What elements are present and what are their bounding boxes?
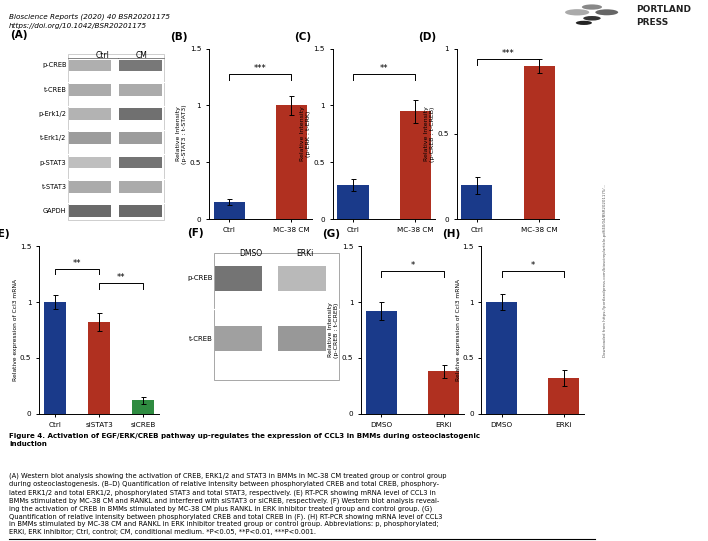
Bar	[523, 66, 554, 219]
Text: *: *	[530, 261, 535, 270]
Text: ERKi: ERKi	[296, 249, 314, 258]
Bar	[69, 108, 111, 120]
Bar	[69, 133, 111, 144]
Text: (F): (F)	[187, 228, 204, 238]
Text: Figure 4. Activation of EGF/ERK/CREB pathway up-regulates the expression of CCL3: Figure 4. Activation of EGF/ERK/CREB pat…	[9, 433, 480, 446]
Circle shape	[576, 21, 592, 25]
Text: Downloaded from https://portlandpress.com/bioscirep/article-pdf/40/04/BSR2020117: Downloaded from https://portlandpress.co…	[603, 184, 607, 357]
Text: ***: ***	[501, 49, 515, 58]
Bar	[548, 378, 579, 414]
Text: (B): (B)	[170, 31, 188, 42]
Text: p-CREB: p-CREB	[42, 63, 67, 69]
Bar	[69, 157, 111, 168]
Text: t-CREB: t-CREB	[43, 87, 67, 93]
Bar	[119, 108, 161, 120]
Bar	[119, 205, 161, 217]
Text: (C): (C)	[294, 31, 311, 42]
Circle shape	[565, 9, 589, 16]
Bar	[68, 54, 164, 220]
Bar	[119, 84, 161, 96]
Bar	[215, 326, 263, 352]
Y-axis label: Relative Intensity
(p-STAT3 : t-STAT3): Relative Intensity (p-STAT3 : t-STAT3)	[176, 104, 187, 164]
Y-axis label: Relative expression of Ccl3 mRNA: Relative expression of Ccl3 mRNA	[456, 279, 461, 381]
Bar	[69, 205, 111, 217]
Text: PORTLAND: PORTLAND	[636, 5, 691, 15]
Bar	[399, 111, 430, 219]
Text: DMSO: DMSO	[239, 249, 263, 258]
Text: p-Erk1/2: p-Erk1/2	[38, 111, 67, 117]
Circle shape	[582, 4, 602, 10]
Text: t-CREB: t-CREB	[188, 336, 212, 342]
Text: GAPDH: GAPDH	[43, 208, 67, 214]
Bar	[428, 371, 459, 414]
Text: (D): (D)	[418, 31, 436, 42]
Text: (H): (H)	[442, 229, 461, 239]
Text: (A): (A)	[10, 30, 28, 40]
Bar	[338, 185, 369, 219]
Bar	[214, 253, 339, 380]
Text: t-STAT3: t-STAT3	[41, 184, 67, 190]
Y-axis label: Relative expression of Ccl3 mRNA: Relative expression of Ccl3 mRNA	[13, 279, 18, 381]
Text: CM: CM	[136, 51, 148, 61]
Circle shape	[595, 9, 618, 15]
Text: https://doi.org/10.1042/BSR20201175: https://doi.org/10.1042/BSR20201175	[9, 23, 147, 29]
Bar	[119, 181, 161, 193]
Bar	[215, 266, 263, 291]
Bar	[214, 202, 245, 219]
Text: Ctrl: Ctrl	[96, 51, 109, 61]
Bar	[69, 60, 111, 71]
Text: PRESS: PRESS	[636, 18, 668, 28]
Bar	[119, 157, 161, 168]
Bar	[119, 60, 161, 71]
Y-axis label: Relative Intensity
(p-CREB : t-CREB): Relative Intensity (p-CREB : t-CREB)	[423, 106, 435, 162]
Bar	[486, 302, 518, 414]
Bar	[462, 185, 493, 219]
Text: Bioscience Reports (2020) 40 BSR20201175: Bioscience Reports (2020) 40 BSR20201175	[9, 14, 170, 20]
Text: (A) Western blot analysis showing the activation of CREB, ERK1/2 and STAT3 in BM: (A) Western blot analysis showing the ac…	[9, 473, 447, 535]
Bar	[275, 105, 307, 219]
Text: t-Erk1/2: t-Erk1/2	[40, 135, 67, 141]
Text: p-CREB: p-CREB	[187, 275, 212, 281]
Bar	[69, 181, 111, 193]
Text: **: **	[73, 259, 81, 268]
Text: p-STAT3: p-STAT3	[40, 160, 67, 166]
Y-axis label: Relative Intensity
(p-ERK : t-ERK): Relative Intensity (p-ERK : t-ERK)	[299, 107, 311, 161]
Text: **: **	[379, 64, 389, 73]
Bar	[45, 302, 67, 414]
Text: ***: ***	[253, 64, 267, 73]
Bar	[278, 326, 326, 352]
Y-axis label: Relative Intensity
(p-CREB : t-CREB): Relative Intensity (p-CREB : t-CREB)	[328, 302, 339, 358]
Bar	[69, 84, 111, 96]
Bar	[132, 400, 154, 414]
Bar	[119, 133, 161, 144]
Text: (E): (E)	[0, 229, 10, 239]
Circle shape	[583, 16, 600, 21]
Bar	[88, 322, 110, 414]
Text: (G): (G)	[322, 229, 340, 239]
Text: **: **	[117, 273, 125, 282]
Text: *: *	[410, 261, 415, 270]
Bar	[366, 311, 397, 414]
Bar	[278, 266, 326, 291]
